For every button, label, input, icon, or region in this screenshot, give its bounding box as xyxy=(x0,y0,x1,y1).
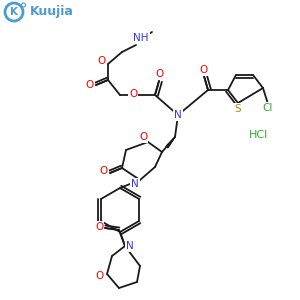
Text: Kuujia: Kuujia xyxy=(30,5,74,19)
Text: O: O xyxy=(96,271,104,281)
Text: O: O xyxy=(86,80,94,90)
Text: S: S xyxy=(235,104,241,114)
Text: O: O xyxy=(129,89,137,99)
Text: HCl: HCl xyxy=(248,130,268,140)
Text: O: O xyxy=(156,69,164,79)
Text: K: K xyxy=(10,7,18,17)
Text: Cl: Cl xyxy=(263,103,273,113)
Text: N: N xyxy=(131,179,139,189)
Text: O: O xyxy=(139,132,147,142)
Text: O: O xyxy=(95,222,103,232)
Text: N: N xyxy=(126,241,134,251)
Text: O: O xyxy=(200,65,208,75)
Polygon shape xyxy=(166,137,175,148)
Text: O: O xyxy=(98,56,106,66)
Text: NH: NH xyxy=(133,33,149,43)
Text: O: O xyxy=(100,166,108,176)
Text: N: N xyxy=(174,110,182,120)
